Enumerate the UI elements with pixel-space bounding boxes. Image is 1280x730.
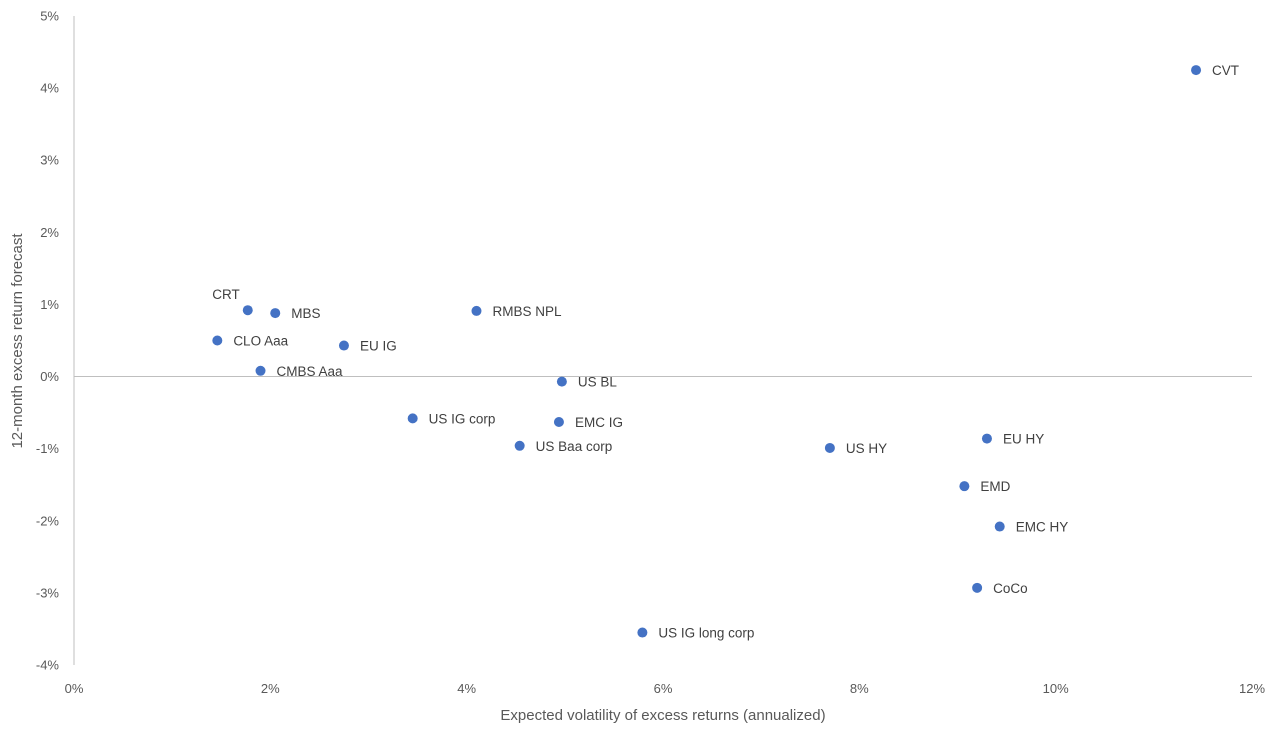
data-point — [514, 440, 525, 451]
data-label: MBS — [291, 306, 320, 321]
data-point — [338, 340, 349, 351]
data-point — [212, 335, 223, 346]
x-tick-label: 10% — [1043, 681, 1069, 696]
data-point — [471, 305, 482, 316]
data-label: EMC IG — [575, 415, 623, 430]
data-label: US HY — [846, 441, 887, 456]
data-label: EU IG — [360, 339, 397, 354]
data-label: US Baa corp — [536, 439, 613, 454]
data-point — [553, 416, 564, 427]
data-label: CVT — [1212, 63, 1239, 78]
x-tick-label: 6% — [654, 681, 673, 696]
y-tick-label: 2% — [40, 225, 59, 240]
data-label: CRT — [212, 287, 240, 302]
data-label: US IG long corp — [658, 626, 754, 641]
x-tick-label: 0% — [65, 681, 84, 696]
x-axis-ticks: 0% 2% 4% 6% 8% 10% 12% — [65, 681, 1266, 696]
y-tick-label: -3% — [36, 585, 60, 600]
data-point — [981, 433, 992, 444]
data-point — [407, 413, 418, 424]
x-tick-label: 4% — [457, 681, 476, 696]
y-tick-label: 4% — [40, 81, 59, 96]
y-axis-ticks: -4% -3% -2% -1% 0% 1% 2% 3% 4% 5% — [36, 9, 60, 673]
data-point — [1191, 65, 1202, 76]
x-tick-label: 2% — [261, 681, 280, 696]
y-tick-label: -4% — [36, 658, 60, 673]
y-tick-label: 0% — [40, 369, 59, 384]
data-label: RMBS NPL — [492, 304, 562, 319]
data-label: CMBS Aaa — [277, 364, 344, 379]
y-axis-title: 12-month excess return forecast — [9, 233, 26, 449]
data-point — [242, 305, 253, 316]
data-label: EMD — [980, 479, 1010, 494]
data-point — [994, 521, 1005, 532]
data-label: CoCo — [993, 581, 1028, 596]
data-points: CVT CRT MBS RMBS NPL CLO Aaa EU IG CMBS Aaa US … — [212, 63, 1239, 640]
data-label: EU HY — [1003, 432, 1044, 447]
data-point — [255, 365, 266, 376]
data-point — [270, 308, 281, 319]
data-point — [556, 376, 567, 387]
x-tick-label: 8% — [850, 681, 869, 696]
x-axis-title: Expected volatility of excess returns (a… — [500, 707, 825, 724]
y-tick-label: 1% — [40, 297, 59, 312]
data-label: US IG corp — [429, 411, 496, 426]
x-tick-label: 12% — [1239, 681, 1265, 696]
y-tick-label: -1% — [36, 441, 60, 456]
data-point — [637, 627, 648, 638]
data-point — [959, 481, 970, 492]
data-label: CLO Aaa — [233, 334, 288, 349]
data-label: EMC HY — [1016, 520, 1069, 535]
data-point — [972, 582, 983, 593]
y-tick-label: 5% — [40, 9, 59, 24]
y-tick-label: -2% — [36, 513, 60, 528]
data-label: US BL — [578, 375, 618, 390]
y-tick-label: 3% — [40, 153, 59, 168]
data-point — [824, 442, 835, 453]
